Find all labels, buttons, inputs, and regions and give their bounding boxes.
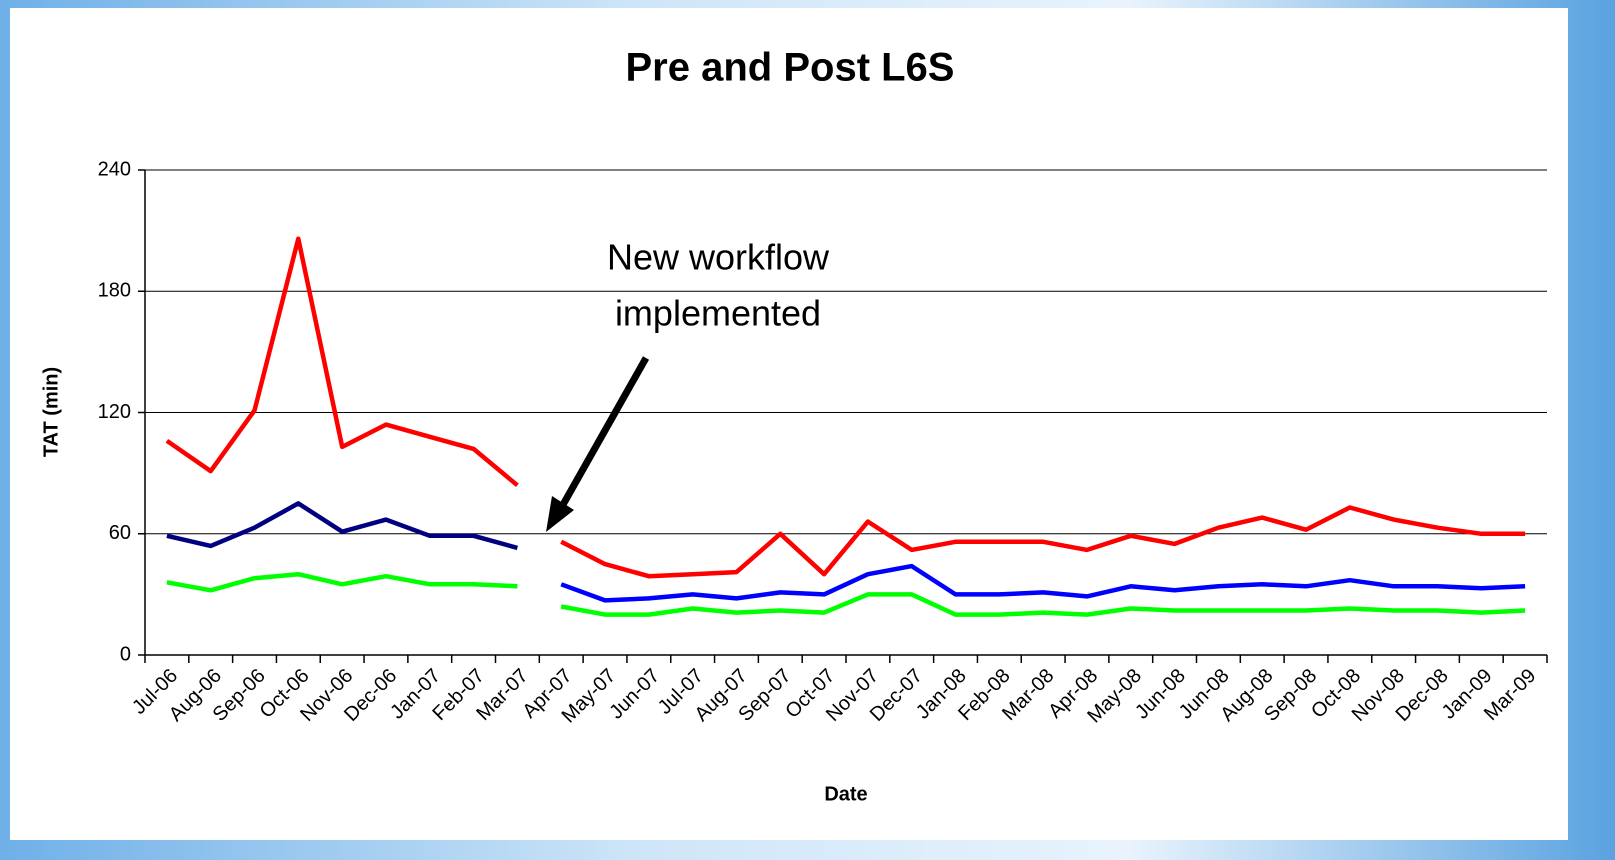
x-axis-label: Date xyxy=(824,783,867,805)
y-axis-label: TAT (min) xyxy=(40,367,62,457)
y-tick-label: 180 xyxy=(98,280,131,302)
series-line xyxy=(166,501,518,551)
y-tick-label: 0 xyxy=(120,643,131,665)
series-line xyxy=(560,505,1526,579)
y-tick-label: 60 xyxy=(109,522,131,544)
series-line xyxy=(166,571,518,593)
chart-title: Pre and Post L6S xyxy=(626,46,955,90)
series-line xyxy=(560,592,1526,617)
series-line xyxy=(165,236,519,488)
annotation-line: New workflow xyxy=(607,237,830,278)
chart-panel xyxy=(10,8,1568,840)
annotation-arrow xyxy=(546,356,650,532)
annotation-line: implemented xyxy=(615,293,821,334)
y-tick-label: 120 xyxy=(98,401,131,423)
y-tick-label: 240 xyxy=(98,158,131,180)
series-line xyxy=(560,563,1526,603)
